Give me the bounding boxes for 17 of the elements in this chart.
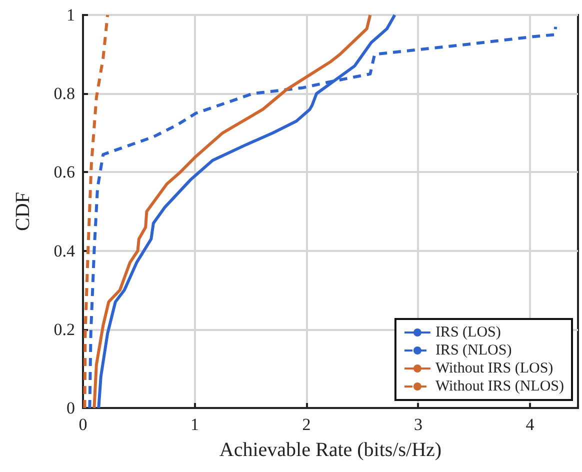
y-tick-label: 0.8	[54, 84, 75, 104]
x-tick-label: 0	[78, 415, 88, 434]
x-tick-label: 2	[302, 415, 311, 434]
legend-label: IRS (LOS)	[435, 324, 501, 340]
x-tick-label: 3	[414, 415, 422, 434]
y-axis-title: CDF	[12, 192, 34, 231]
x-tick-label: 1	[190, 415, 199, 434]
x-tick-label: 4	[526, 415, 535, 434]
legend-label: Without IRS (LOS)	[435, 360, 554, 376]
y-tick-label: 0.6	[54, 162, 75, 182]
legend-label: IRS (NLOS)	[435, 342, 512, 358]
y-tick-label: 0	[66, 398, 75, 418]
y-tick-label: 1	[66, 6, 75, 24]
legend-label: Without IRS (NLOS)	[435, 378, 564, 394]
y-tick-label: 0.4	[54, 241, 76, 260]
x-axis-title: Achievable Rate (bits/s/Hz)	[219, 439, 442, 461]
y-tick-label: 0.2	[54, 320, 75, 339]
